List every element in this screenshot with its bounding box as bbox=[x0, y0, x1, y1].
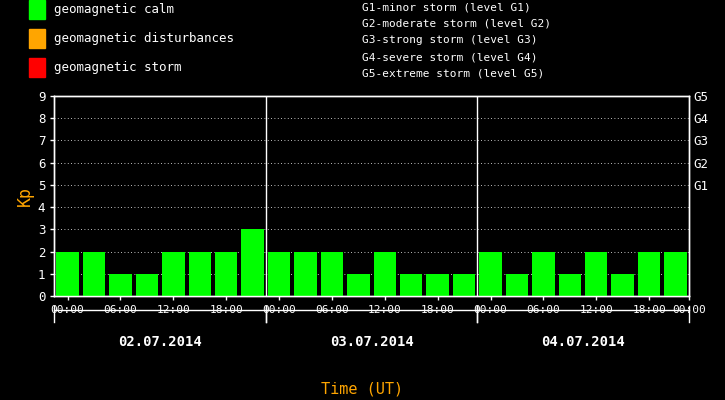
Bar bbox=[136, 274, 158, 296]
Bar bbox=[426, 274, 449, 296]
Bar bbox=[29, 29, 45, 48]
Bar bbox=[215, 252, 237, 296]
Bar bbox=[453, 274, 476, 296]
Bar bbox=[585, 252, 608, 296]
Bar bbox=[162, 252, 185, 296]
Text: geomagnetic disturbances: geomagnetic disturbances bbox=[54, 32, 234, 45]
Bar bbox=[506, 274, 529, 296]
Text: 03.07.2014: 03.07.2014 bbox=[330, 335, 413, 349]
Bar bbox=[29, 0, 45, 19]
Y-axis label: Kp: Kp bbox=[16, 186, 33, 206]
Bar bbox=[479, 252, 502, 296]
Bar bbox=[558, 274, 581, 296]
Bar bbox=[400, 274, 423, 296]
Text: 04.07.2014: 04.07.2014 bbox=[541, 335, 625, 349]
Text: G2-moderate storm (level G2): G2-moderate storm (level G2) bbox=[362, 19, 552, 29]
Bar bbox=[29, 58, 45, 78]
Bar bbox=[638, 252, 660, 296]
Text: geomagnetic calm: geomagnetic calm bbox=[54, 3, 175, 16]
Bar bbox=[83, 252, 105, 296]
Bar bbox=[57, 252, 79, 296]
Text: G5-extreme storm (level G5): G5-extreme storm (level G5) bbox=[362, 69, 544, 79]
Bar bbox=[373, 252, 396, 296]
Bar bbox=[532, 252, 555, 296]
Bar bbox=[611, 274, 634, 296]
Bar bbox=[109, 274, 132, 296]
Bar bbox=[268, 252, 290, 296]
Text: G1-minor storm (level G1): G1-minor storm (level G1) bbox=[362, 2, 531, 12]
Text: Time (UT): Time (UT) bbox=[321, 381, 404, 396]
Bar bbox=[347, 274, 370, 296]
Bar bbox=[188, 252, 211, 296]
Text: geomagnetic storm: geomagnetic storm bbox=[54, 61, 182, 74]
Text: G4-severe storm (level G4): G4-severe storm (level G4) bbox=[362, 52, 538, 62]
Text: G3-strong storm (level G3): G3-strong storm (level G3) bbox=[362, 36, 538, 46]
Text: 02.07.2014: 02.07.2014 bbox=[118, 335, 202, 349]
Bar bbox=[241, 229, 264, 296]
Bar bbox=[664, 252, 687, 296]
Bar bbox=[294, 252, 317, 296]
Bar bbox=[320, 252, 343, 296]
